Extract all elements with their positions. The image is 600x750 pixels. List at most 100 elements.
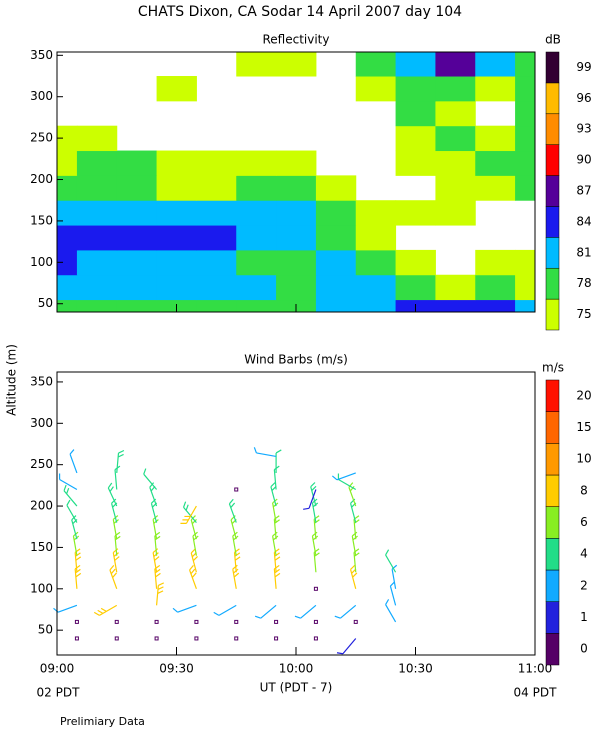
contour-cell — [475, 76, 516, 102]
contour-cell — [515, 299, 536, 313]
calm-marker — [274, 619, 279, 624]
contour-cell — [116, 200, 158, 226]
wind-barb — [190, 548, 198, 573]
y-tick-label: 350 — [30, 48, 53, 62]
wind-barb — [155, 582, 165, 606]
contour-cell — [435, 76, 476, 102]
calm-marker — [194, 619, 199, 624]
wind-barb — [385, 599, 397, 623]
colorbar-box — [545, 506, 560, 539]
contour-cell — [236, 299, 277, 313]
contour-cell — [435, 200, 476, 226]
contour-cell — [196, 274, 237, 301]
colorbar-box — [545, 474, 560, 507]
contour-cell — [57, 200, 78, 226]
wind-barb — [273, 465, 280, 490]
contour-cell — [57, 299, 78, 313]
colorbar-box — [545, 601, 560, 634]
contour-cell — [515, 274, 536, 301]
contour-cell — [76, 225, 118, 251]
contour-cell — [196, 225, 237, 251]
wind-barb — [385, 549, 397, 573]
contour-cell — [435, 274, 476, 301]
y-tick-label: 200 — [30, 172, 53, 186]
colorbar-label: 84 — [576, 214, 591, 228]
contour-cell — [315, 200, 357, 226]
calm-marker — [234, 619, 239, 624]
contour-cell — [57, 150, 78, 176]
wind-barb — [74, 548, 82, 573]
colorbar-label: 1 — [580, 610, 588, 624]
wind-barb — [349, 564, 358, 589]
contour-cell — [515, 76, 536, 102]
y-tick-label: 50 — [38, 623, 53, 637]
panel-title: Wind Barbs (m/s) — [244, 353, 348, 367]
contour-cell — [315, 299, 357, 313]
wind-barb — [233, 548, 241, 573]
wind-barb — [303, 489, 317, 510]
contour-cell — [276, 52, 317, 77]
wind-barb — [334, 604, 357, 619]
wind-barb — [172, 604, 197, 613]
y-axis-label: Altitude (m) — [5, 344, 19, 416]
contour-cell — [475, 274, 516, 301]
y-tick-label: 250 — [30, 457, 53, 471]
wind-barb — [182, 501, 197, 523]
colorbar-label: 93 — [576, 122, 591, 136]
contour-cell — [475, 125, 516, 152]
contour-cell — [355, 274, 397, 301]
colorbar-box — [545, 206, 560, 238]
contour-cell — [475, 52, 516, 77]
y-tick-label: 100 — [30, 255, 53, 269]
y-tick-label: 150 — [30, 540, 53, 554]
contour-cell — [196, 299, 237, 313]
colorbar-units: dB — [545, 33, 561, 47]
contour-cell — [515, 125, 536, 152]
contour-cell — [435, 150, 476, 176]
colorbar-label: 20 — [576, 388, 591, 402]
contour-cell — [395, 52, 436, 77]
wind-barb — [213, 604, 237, 616]
y-tick-label: 100 — [30, 581, 53, 595]
contour-cell — [276, 150, 317, 176]
calm-marker — [353, 619, 358, 624]
colorbar-label: 99 — [576, 60, 591, 74]
contour-cell — [276, 200, 317, 226]
contour-cell — [156, 175, 197, 201]
contour-cell — [156, 274, 197, 301]
wind-barb — [228, 498, 237, 523]
wind-barb — [66, 499, 78, 523]
contour-cell — [116, 249, 158, 276]
contour-cell — [276, 274, 317, 301]
wind-barb — [58, 473, 78, 491]
contour-cell — [515, 175, 536, 201]
contour-cell — [395, 100, 436, 127]
contour-cell — [76, 249, 118, 276]
colorbar-box — [545, 298, 560, 331]
wind-barb — [294, 604, 317, 619]
contour-cell — [355, 299, 397, 313]
colorbar-label: 87 — [576, 184, 591, 198]
contour-cell — [76, 125, 118, 152]
colorbar-box — [545, 82, 560, 115]
contour-cell — [355, 200, 397, 226]
contour-cell — [196, 200, 237, 226]
contour-cell — [475, 150, 516, 176]
colorbar-box — [545, 569, 560, 602]
wind-barb — [180, 505, 197, 524]
panel-title: Reflectivity — [262, 33, 329, 47]
wind-barb — [63, 484, 78, 507]
contour-cell — [116, 175, 158, 201]
calm-marker — [154, 619, 159, 624]
contour-cell — [315, 225, 357, 251]
contour-cell — [156, 150, 197, 176]
contour-cell — [475, 249, 516, 276]
x-tick-label: 10:00 — [279, 662, 314, 676]
colorbar-box — [545, 237, 560, 269]
calm-marker — [114, 619, 119, 624]
wind-barb — [232, 564, 240, 589]
contour-cell — [435, 125, 476, 152]
contour-cell — [515, 249, 536, 276]
colorbar-box — [545, 411, 560, 444]
colorbar-box — [545, 113, 560, 145]
